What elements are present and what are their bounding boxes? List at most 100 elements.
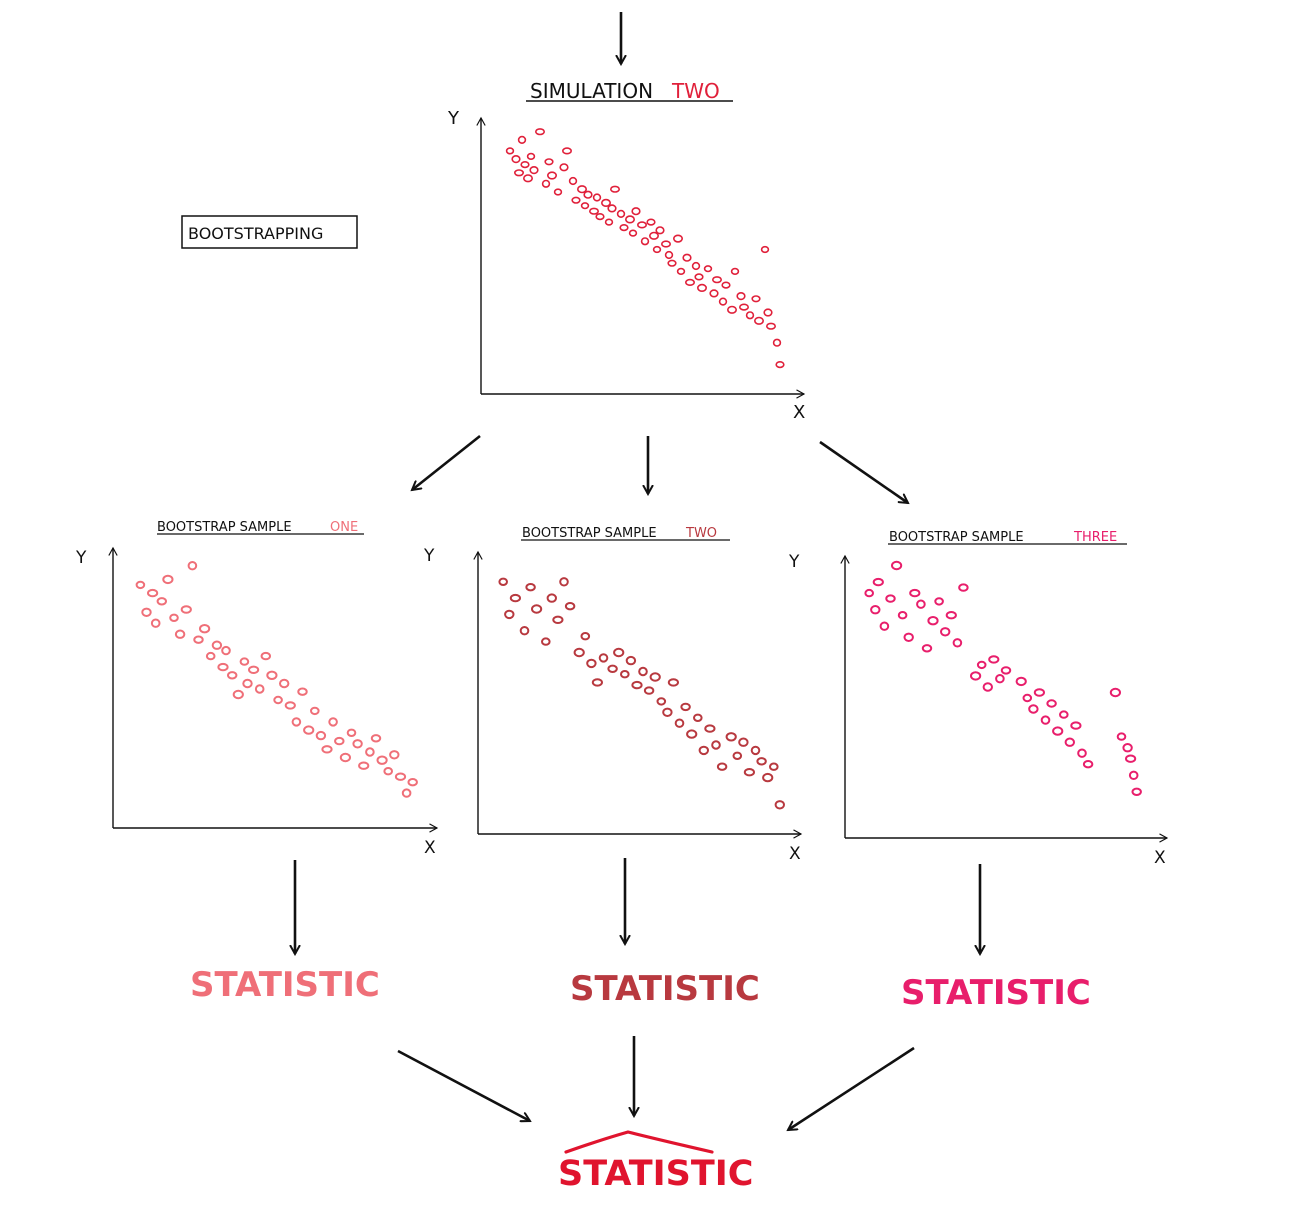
sample-one-title-prefix: BOOTSTRAP SAMPLE — [157, 520, 292, 535]
sample-one-point — [239, 657, 250, 666]
sample-three-point — [921, 644, 933, 653]
sample-one-point — [407, 778, 418, 787]
sample-two-points — [498, 577, 785, 810]
simulation-point — [655, 226, 665, 235]
simulation-point — [652, 245, 662, 254]
sample-one-point — [217, 662, 229, 672]
arrow-to-sample-three — [819, 440, 908, 503]
sample-one-point — [310, 706, 320, 716]
simulation-point — [544, 158, 554, 166]
simulation-point — [648, 231, 659, 240]
sample-three-point — [1033, 688, 1046, 697]
simulation-point — [646, 218, 656, 226]
simulation-point — [607, 204, 617, 213]
sample-two-point — [607, 664, 618, 673]
sample-two-point — [750, 745, 761, 756]
sample-two-point — [643, 686, 655, 695]
sample-one-point — [346, 728, 357, 737]
arrow-statistic-three-to-final — [788, 1046, 915, 1130]
simulation-x-label: X — [793, 402, 805, 423]
sample-one-points — [135, 561, 418, 798]
sample-two-point — [686, 729, 698, 739]
simulation-title: SIMULATION TWO — [526, 79, 733, 103]
sample-two-point — [680, 702, 691, 712]
simulation-point — [628, 229, 638, 237]
bootstrapping-box: BOOTSTRAPPING — [181, 215, 358, 249]
simulation-point — [694, 273, 704, 281]
simulation-point — [745, 311, 755, 320]
sample-two-point — [656, 697, 667, 706]
sample-one-point — [248, 665, 260, 674]
sample-three-point — [1109, 687, 1122, 698]
simulation-point — [664, 250, 674, 260]
simulation-point — [718, 297, 728, 306]
sample-one-point — [221, 645, 231, 656]
sample-two-point — [613, 647, 625, 658]
simulation-point — [520, 161, 530, 169]
simulation-title-highlight: TWO — [671, 79, 720, 103]
simulation-point — [624, 215, 635, 224]
sample-two-point — [620, 670, 630, 679]
sample-one-point — [315, 730, 327, 741]
sample-three-point — [1059, 710, 1069, 719]
sample-two-point — [546, 593, 557, 603]
simulation-point — [576, 185, 587, 194]
sample-three-point — [879, 621, 890, 631]
sample-one-point — [291, 717, 302, 727]
simulation-point — [636, 221, 647, 229]
simulation-point — [753, 316, 764, 325]
sample-three-point — [952, 638, 963, 648]
sample-one-point — [254, 684, 265, 694]
simulation-point — [559, 163, 569, 172]
sample-three-point — [891, 560, 903, 571]
simulation-point — [684, 278, 695, 287]
sample-one: BOOTSTRAP SAMPLE ONE Y X — [75, 520, 439, 858]
simulation-point — [763, 308, 773, 317]
statistic-two: STATISTIC — [570, 969, 760, 1009]
sample-two-point — [509, 593, 522, 603]
sample-three-x-label: X — [1154, 848, 1166, 868]
simulation-point — [751, 295, 761, 303]
sample-two-point — [738, 737, 749, 747]
sample-two-point — [698, 745, 709, 756]
sample-three-point — [1128, 770, 1139, 780]
simulation-point — [696, 283, 707, 293]
sample-three: BOOTSTRAP SAMPLE THREE Y X — [788, 530, 1169, 868]
sample-one-point — [162, 574, 174, 585]
simulation-point — [691, 261, 701, 271]
sample-two-point — [711, 740, 721, 750]
simulation-point — [682, 253, 692, 262]
sample-three-point — [1015, 676, 1027, 687]
arrow-to-sample-one — [412, 434, 481, 490]
simulation-point — [619, 224, 629, 232]
sample-one-point — [141, 607, 152, 617]
sample-one-point — [199, 624, 211, 634]
simulation-point — [631, 207, 641, 216]
sample-two-title-highlight: TWO — [685, 526, 717, 541]
sample-one-point — [383, 767, 394, 776]
sample-three-point — [1064, 737, 1076, 747]
sample-two-point — [525, 583, 536, 592]
sample-two-point — [704, 724, 716, 733]
simulation-point — [672, 234, 683, 243]
simulation-point — [568, 176, 578, 186]
sample-one-point — [266, 670, 278, 680]
sample-two-point — [774, 800, 785, 810]
simulation-point — [738, 303, 749, 311]
simulation-point — [721, 281, 731, 289]
sample-one-title-highlight: ONE — [330, 520, 358, 535]
sample-one-point — [376, 755, 388, 765]
sample-three-point — [903, 632, 914, 642]
simulation-y-label: Y — [447, 108, 460, 129]
simulation-point — [711, 276, 722, 284]
simulation-point — [595, 213, 605, 221]
sample-one-point — [147, 588, 159, 598]
simulation-point — [517, 135, 527, 144]
sample-one-y-label: Y — [75, 548, 87, 568]
sample-three-point — [958, 583, 969, 592]
sample-one-point — [273, 695, 283, 705]
simulation-point — [703, 265, 713, 273]
sample-two-point — [531, 604, 543, 614]
sample-two-point — [598, 653, 609, 663]
sample-three-point — [1028, 704, 1039, 714]
